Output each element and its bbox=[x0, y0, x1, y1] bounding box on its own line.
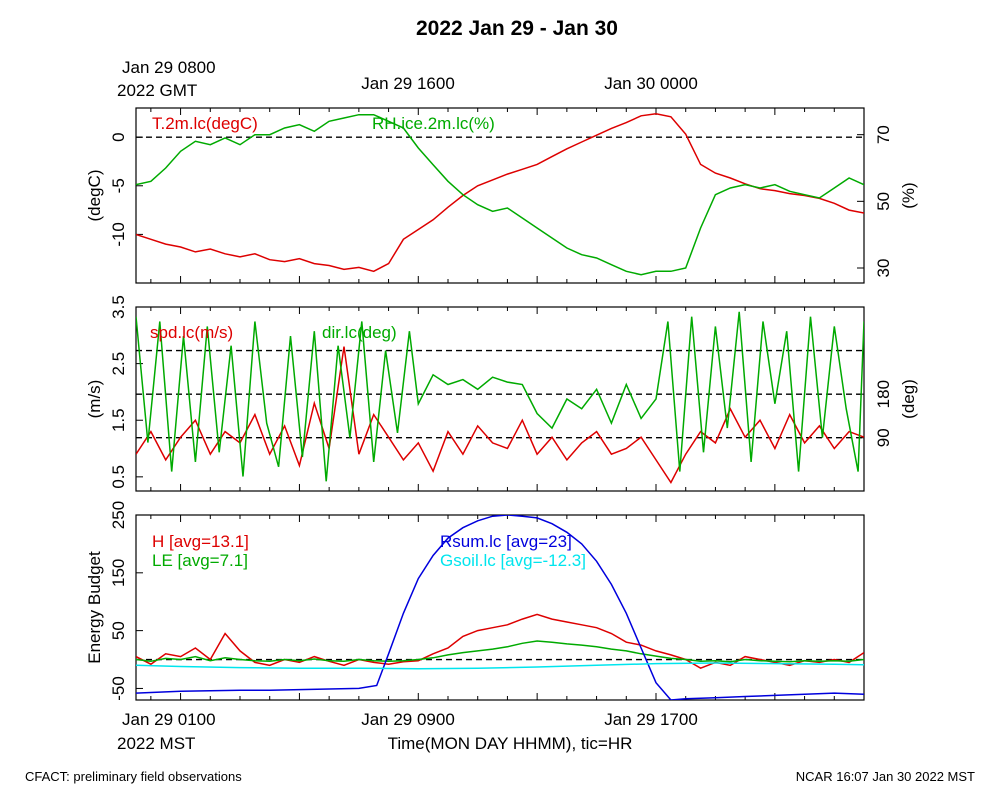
series-line-t-2m-lc-degc- bbox=[136, 113, 864, 273]
footer-right: NCAR 16:07 Jan 30 2022 MST bbox=[796, 769, 975, 784]
y-tick-label-left: 1.5 bbox=[109, 408, 128, 432]
y-tick-label-left: 50 bbox=[109, 621, 128, 640]
top-axis-start-line2: 2022 GMT bbox=[117, 81, 197, 100]
y-tick-label-right: 50 bbox=[874, 192, 893, 211]
y-tick-label-left: 2.5 bbox=[109, 352, 128, 376]
legend-entry: Rsum.lc [avg=23] bbox=[440, 532, 572, 551]
y-tick-label-right: 70 bbox=[874, 125, 893, 144]
y-tick-label-right: 180 bbox=[874, 380, 893, 408]
y-tick-label-left: -5 bbox=[109, 178, 128, 193]
series-line-rh-ice-2m-lc- bbox=[136, 113, 864, 276]
panel-energy_budget: 250 150 50 -50 Energy Budget H [avg=13.1]LE [… bbox=[85, 501, 865, 701]
footer-left: CFACT: preliminary field observations bbox=[25, 769, 242, 784]
y-tick-label-left: 3.5 bbox=[109, 295, 128, 319]
y-tick-label-right: 90 bbox=[874, 428, 893, 447]
legend-entry: H [avg=13.1] bbox=[152, 532, 249, 551]
y-tick-label-left: 250 bbox=[109, 501, 128, 529]
top-axis-start-line1: Jan 29 0800 bbox=[122, 58, 216, 77]
top-axis-label-1600: Jan 29 1600 bbox=[361, 74, 455, 93]
y-tick-label-left: 150 bbox=[109, 559, 128, 587]
y-axis-title-left: Energy Budget bbox=[85, 551, 104, 664]
y-axis-title-left: (degC) bbox=[85, 170, 104, 222]
legend-entry: LE [avg=7.1] bbox=[152, 551, 248, 570]
series-line-rsum-lc bbox=[136, 515, 864, 700]
series-line-dir-lc-deg- bbox=[136, 311, 864, 482]
series-line-spd-lc-m-s- bbox=[136, 346, 864, 484]
legend-entry: spd.lc(m/s) bbox=[150, 323, 233, 342]
legend-entry: RH.ice.2m.lc(%) bbox=[372, 114, 495, 133]
legend-entry: T.2m.lc(degC) bbox=[152, 114, 258, 133]
bottom-axis-start-line2: 2022 MST bbox=[117, 734, 195, 753]
bottom-axis-start-line1: Jan 29 0100 bbox=[122, 710, 216, 729]
panel-frame bbox=[135, 306, 865, 492]
y-axis-title-right: (deg) bbox=[899, 379, 918, 419]
top-axis-label-0000: Jan 30 0000 bbox=[604, 74, 698, 93]
legend-entry: dir.lc(deg) bbox=[322, 323, 397, 342]
y-axis-title-right: (%) bbox=[899, 182, 918, 208]
y-tick-label-left: 0.5 bbox=[109, 465, 128, 489]
legend-entry: Gsoil.lc [avg=-12.3] bbox=[440, 551, 586, 570]
y-tick-label-right: 30 bbox=[874, 259, 893, 278]
y-axis-title-left: (m/s) bbox=[85, 380, 104, 419]
chart-title: 2022 Jan 29 - Jan 30 bbox=[416, 17, 618, 40]
panel-temperature_rh: 0 -5 -10 70 50 30 (degC) (%) T.2m.lc(degC) RH.ice… bbox=[85, 107, 918, 284]
bottom-axis-label-0900: Jan 29 0900 bbox=[361, 710, 455, 729]
series-line-gsoil-lc bbox=[136, 662, 864, 670]
panel-frame bbox=[135, 107, 865, 284]
y-tick-label-left: -10 bbox=[109, 222, 128, 247]
bottom-axis-label-1700: Jan 29 1700 bbox=[604, 710, 698, 729]
panel-wind: 3.5 2.5 1.5 0.5 180 90 (m/s) (deg) spd.lc(m/s) di… bbox=[85, 295, 918, 492]
y-tick-label-left: 0 bbox=[109, 132, 128, 141]
series-line-h bbox=[136, 613, 864, 670]
y-tick-label-left: -50 bbox=[109, 676, 128, 701]
series-line-le bbox=[136, 640, 864, 663]
x-axis-title: Time(MON DAY HHMM), tic=HR bbox=[388, 734, 633, 753]
